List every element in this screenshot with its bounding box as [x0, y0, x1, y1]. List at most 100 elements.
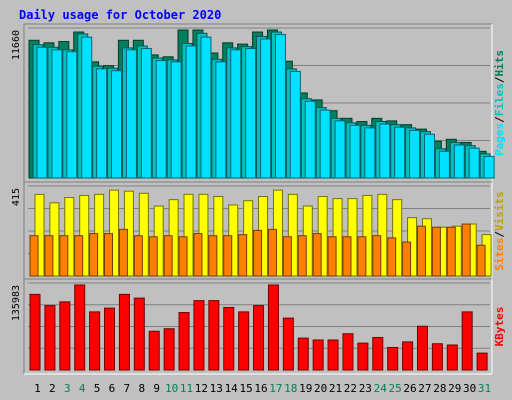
legend-entry-visits: Visits — [493, 191, 506, 231]
bar-sites-day-26 — [402, 241, 412, 277]
legend-separator: / — [493, 76, 506, 83]
bar-sites-day-20 — [312, 233, 322, 277]
bar-kbytes-day-11 — [178, 311, 190, 371]
x-tick-label-day-6: 6 — [109, 382, 116, 395]
bar-pages-day-9 — [155, 60, 167, 179]
bar-kbytes-day-5 — [89, 311, 101, 371]
x-tick-label-day-20: 20 — [314, 382, 327, 395]
x-tick-label-day-4: 4 — [79, 382, 86, 395]
x-tick-label-day-21: 21 — [329, 382, 342, 395]
bar-pages-day-29 — [453, 144, 465, 179]
x-tick-label-day-26: 26 — [403, 382, 416, 395]
bar-visits-day-8 — [138, 192, 149, 277]
bar-pages-day-27 — [423, 133, 435, 179]
panel-kbytes: 135983 KBytes — [11, 278, 506, 375]
bar-pages-day-3 — [66, 51, 78, 179]
bar-kbytes-day-6 — [104, 307, 116, 371]
bar-pages-day-19 — [304, 100, 316, 179]
bar-kbytes-day-23 — [357, 342, 369, 371]
x-tick-label-day-7: 7 — [124, 382, 131, 395]
bar-kbytes-day-16 — [253, 305, 265, 371]
bar-kbytes-day-10 — [163, 328, 175, 371]
bar-kbytes-day-3 — [59, 301, 71, 371]
bar-pages-day-20 — [319, 109, 331, 179]
bar-kbytes-day-13 — [208, 300, 220, 371]
legend-separator: / — [493, 231, 506, 238]
bar-pages-day-24 — [379, 123, 391, 179]
bar-visits-day-24 — [377, 193, 388, 277]
bar-kbytes-day-24 — [372, 336, 384, 371]
bar-visits-day-23 — [362, 194, 373, 277]
bar-kbytes-day-12 — [193, 300, 205, 371]
bar-sites-day-7 — [118, 228, 128, 277]
bar-pages-day-22 — [349, 124, 361, 179]
bar-pages-day-18 — [289, 70, 301, 179]
chart-panels: 11660Pages/Files/Hits415Sites/Visits1359… — [11, 23, 506, 395]
legend: Sites/Visits — [493, 191, 506, 271]
bar-pages-day-2 — [51, 49, 63, 179]
bar-sites-day-6 — [104, 233, 114, 277]
bar-sites-day-13 — [208, 235, 218, 277]
bar-kbytes-day-27 — [416, 325, 428, 371]
bar-sites-day-10 — [163, 235, 173, 277]
bar-sites-day-11 — [178, 236, 188, 277]
bar-sites-day-4 — [74, 235, 84, 277]
chart-title: Daily usage for October 2020 — [19, 8, 221, 22]
bar-kbytes-day-22 — [342, 333, 354, 371]
x-tick-label-day-14: 14 — [225, 382, 239, 395]
bar-kbytes-day-4 — [74, 284, 86, 371]
bar-pages-day-7 — [125, 49, 137, 179]
bar-sites-day-14 — [223, 235, 233, 277]
bar-kbytes-day-8 — [133, 297, 145, 371]
bar-visits-day-11 — [183, 193, 194, 277]
bar-sites-day-31 — [476, 244, 486, 277]
y-max-label: 135983 — [11, 285, 22, 321]
bar-kbytes-day-28 — [431, 343, 443, 371]
bar-sites-day-3 — [59, 235, 69, 277]
x-tick-label-day-18: 18 — [284, 382, 297, 395]
bar-kbytes-day-31 — [476, 352, 488, 371]
bar-pages-day-12 — [200, 36, 212, 179]
bar-kbytes-day-20 — [312, 339, 324, 371]
bar-pages-day-21 — [334, 120, 346, 179]
bar-pages-day-6 — [111, 70, 123, 179]
bar-kbytes-day-30 — [461, 311, 473, 371]
bar-kbytes-day-25 — [387, 346, 399, 371]
bar-pages-day-15 — [245, 48, 257, 179]
bar-kbytes-day-7 — [118, 293, 130, 371]
bar-kbytes-day-2 — [44, 305, 56, 371]
x-tick-label-day-15: 15 — [239, 382, 252, 395]
legend: KBytes — [493, 307, 506, 347]
legend-entry-pages: Pages — [493, 123, 506, 156]
bar-visits-day-18 — [287, 193, 298, 277]
bar-kbytes-day-17 — [267, 284, 279, 371]
x-tick-label-day-2: 2 — [49, 382, 56, 395]
bar-sites-day-21 — [327, 236, 337, 277]
bar-kbytes-day-19 — [297, 337, 309, 371]
x-tick-label-day-25: 25 — [389, 382, 402, 395]
x-tick-label-day-24: 24 — [374, 382, 388, 395]
x-tick-label-day-1: 1 — [34, 382, 41, 395]
x-tick-label-day-12: 12 — [195, 382, 208, 395]
x-tick-label-day-5: 5 — [94, 382, 101, 395]
bar-pages-day-23 — [364, 127, 376, 179]
x-tick-label-day-22: 22 — [344, 382, 357, 395]
bar-sites-day-15 — [238, 234, 248, 277]
legend-entry-files: Files — [493, 83, 506, 116]
bar-pages-day-14 — [230, 49, 242, 179]
x-tick-label-day-23: 23 — [359, 382, 372, 395]
bar-kbytes-day-18 — [282, 317, 294, 371]
bar-sites-day-23 — [357, 236, 367, 277]
bar-pages-day-28 — [438, 150, 450, 179]
x-tick-label-day-11: 11 — [180, 382, 193, 395]
bar-pages-day-16 — [260, 38, 272, 179]
x-tick-label-day-31: 31 — [478, 382, 491, 395]
x-tick-label-day-10: 10 — [165, 382, 178, 395]
bar-pages-day-31 — [483, 155, 495, 179]
x-tick-label-day-27: 27 — [418, 382, 431, 395]
x-tick-label-day-8: 8 — [138, 382, 145, 395]
bar-sites-day-29 — [446, 226, 456, 277]
x-tick-label-day-29: 29 — [448, 382, 461, 395]
